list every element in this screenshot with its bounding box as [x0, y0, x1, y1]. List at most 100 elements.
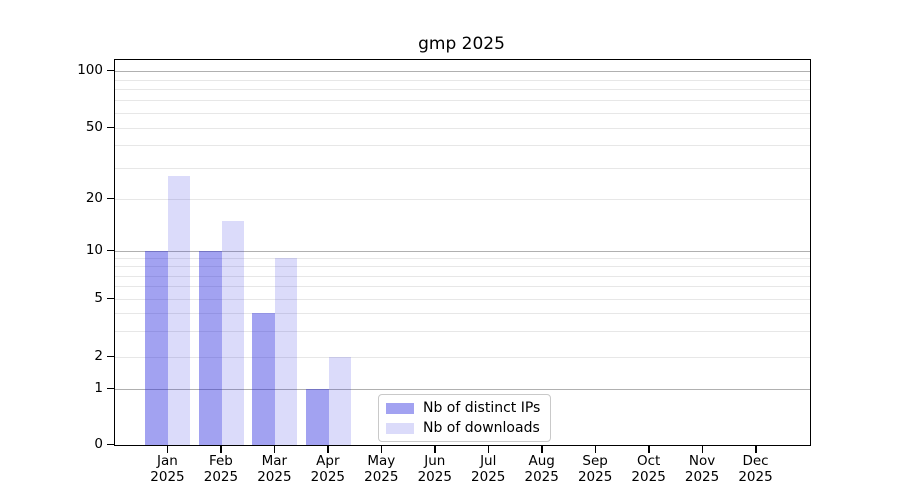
bar-nb-of-distinct-ips-mar-2025: [252, 313, 276, 445]
x-tick-label: Dec 2025: [728, 453, 784, 485]
x-tick-label-line: Jun: [424, 453, 446, 469]
y-tick-label: 5: [94, 290, 103, 306]
x-tick-label-line: Nov: [688, 453, 716, 469]
y-tick-label: 20: [85, 190, 103, 206]
x-tick-label-line: 2025: [577, 469, 613, 485]
x-tick-mark: [648, 445, 650, 453]
legend-swatch: [386, 402, 414, 414]
y-gridline-minor: [115, 128, 810, 129]
x-tick-label-line: 2025: [631, 469, 666, 485]
y-tick-label: 100: [77, 62, 103, 78]
plot-area: Nb of distinct IPs Nb of downloads: [114, 59, 811, 446]
y-tick-mark: [107, 443, 114, 445]
y-gridline-major: [115, 251, 810, 252]
x-tick-mark: [220, 445, 222, 453]
legend: Nb of distinct IPs Nb of downloads: [378, 394, 552, 442]
x-tick-label-line: 2025: [310, 469, 346, 485]
x-tick-label-line: Dec: [742, 453, 769, 469]
y-gridline-minor: [115, 276, 810, 277]
y-gridline-minor: [115, 113, 810, 114]
y-gridline-major: [115, 389, 810, 390]
x-tick-label-line: 2025: [203, 469, 239, 485]
y-tick-mark: [107, 249, 114, 251]
x-tick-mark: [594, 445, 597, 453]
bar-nb-of-downloads-mar-2025: [275, 258, 298, 445]
legend-label: Nb of downloads: [423, 420, 540, 436]
y-gridline-minor: [115, 313, 810, 314]
x-tick-mark: [434, 445, 436, 453]
x-tick-mark: [487, 445, 490, 453]
x-tick-label: Sep 2025: [567, 453, 623, 485]
x-tick-label: May 2025: [353, 453, 409, 485]
x-tick-mark: [701, 445, 704, 453]
x-tick-label-line: 2025: [738, 469, 773, 485]
x-tick-label-line: 2025: [471, 469, 506, 485]
x-tick-label-line: Mar: [261, 453, 288, 469]
x-tick-label: Nov 2025: [674, 453, 730, 485]
bar-nb-of-distinct-ips-jan-2025: [145, 251, 169, 445]
y-tick-mark: [107, 197, 114, 199]
y-tick-mark: [107, 387, 114, 389]
x-tick-label: Jun 2025: [407, 453, 463, 485]
y-gridline-minor: [115, 100, 810, 101]
bar-nb-of-distinct-ips-feb-2025: [198, 251, 222, 445]
bar-nb-of-distinct-ips-apr-2025: [305, 389, 329, 445]
y-tick-mark: [107, 126, 114, 128]
y-gridline-minor: [115, 286, 810, 287]
y-gridline-minor: [115, 199, 810, 200]
y-tick-mark: [107, 297, 114, 299]
y-tick-label: 2: [94, 348, 103, 364]
y-gridline-minor: [115, 357, 810, 358]
x-tick-mark: [541, 445, 543, 453]
y-gridline-minor: [115, 258, 810, 259]
x-tick-label-line: May: [367, 453, 396, 469]
y-tick-label: 10: [85, 242, 103, 258]
legend-item: Nb of downloads: [386, 420, 540, 436]
y-tick-label: 1: [94, 380, 103, 396]
x-tick-mark: [755, 445, 757, 453]
y-gridline-minor: [115, 299, 810, 300]
chart-title: gmp 2025: [418, 34, 505, 54]
y-gridline-minor: [115, 80, 810, 81]
x-tick-label-line: Apr: [316, 453, 340, 469]
x-tick-label: Mar 2025: [246, 453, 302, 485]
x-tick-label-line: Aug: [528, 453, 555, 469]
bar-nb-of-downloads-apr-2025: [328, 357, 351, 445]
legend-item: Nb of distinct IPs: [386, 400, 540, 416]
x-tick-label-line: Sep: [582, 453, 608, 469]
x-tick-mark: [166, 445, 169, 453]
legend-swatch: [386, 422, 414, 434]
x-tick-mark: [380, 445, 383, 453]
x-tick-label-line: 2025: [684, 469, 720, 485]
y-gridline-minor: [115, 145, 810, 146]
y-tick-label: 0: [94, 436, 103, 452]
x-tick-label-line: Oct: [636, 453, 661, 469]
y-gridline-minor: [115, 168, 810, 169]
y-gridline-major: [115, 71, 810, 72]
x-tick-label: Jan 2025: [139, 453, 195, 485]
y-gridline-minor: [115, 266, 810, 267]
x-tick-label-line: 2025: [257, 469, 292, 485]
x-tick-label: Oct 2025: [621, 453, 677, 485]
y-tick-label: 50: [85, 119, 103, 135]
x-tick-label-line: 2025: [364, 469, 399, 485]
bar-nb-of-downloads-jan-2025: [168, 175, 191, 445]
x-tick-label: Aug 2025: [514, 453, 570, 485]
x-tick-mark: [273, 445, 276, 453]
x-tick-label-line: Jul: [480, 453, 497, 469]
y-tick-mark: [107, 355, 114, 357]
x-tick-label-line: Jan: [157, 453, 178, 469]
x-tick-label: Jul 2025: [460, 453, 516, 485]
y-tick-mark: [107, 69, 114, 71]
x-tick-mark: [327, 445, 329, 453]
x-tick-label: Apr 2025: [300, 453, 356, 485]
y-gridline-minor: [115, 331, 810, 332]
x-tick-label: Feb 2025: [193, 453, 249, 485]
y-gridline-minor: [115, 89, 810, 90]
legend-label: Nb of distinct IPs: [423, 400, 541, 416]
bar-nb-of-downloads-feb-2025: [221, 220, 244, 445]
x-tick-label-line: 2025: [524, 469, 559, 485]
x-tick-label-line: 2025: [417, 469, 452, 485]
x-tick-label-line: Feb: [208, 453, 233, 469]
